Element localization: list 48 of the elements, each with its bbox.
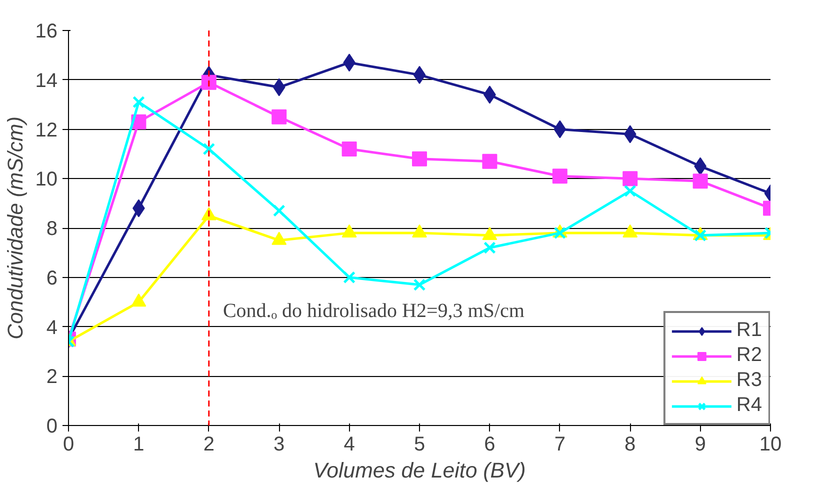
x-tick-label: 8 <box>624 434 636 456</box>
point <box>132 96 145 108</box>
point <box>624 184 636 198</box>
point <box>202 142 216 156</box>
point <box>554 226 566 240</box>
annotation: Cond.ₒ do hidrolisado H2=9,3 mS/cm <box>222 300 525 322</box>
legend-label: R4 <box>736 394 762 417</box>
x-tick-label: 2 <box>203 434 214 456</box>
point <box>412 151 427 166</box>
x-tick-label: 5 <box>414 434 426 456</box>
point <box>413 66 426 84</box>
point <box>624 125 636 144</box>
x-tick-label: 6 <box>484 434 496 456</box>
y-tick-label: 8 <box>46 218 58 240</box>
y-tick-label: 14 <box>35 70 58 92</box>
legend-label: R3 <box>736 369 762 392</box>
y-tick-label: 4 <box>46 316 58 339</box>
point <box>342 142 357 156</box>
point <box>272 109 287 124</box>
point <box>343 271 356 284</box>
y-tick-label: 10 <box>35 168 58 191</box>
point <box>694 229 706 242</box>
point <box>482 154 498 169</box>
point <box>201 74 216 90</box>
point <box>413 278 426 291</box>
x-tick-label: 10 <box>759 434 782 456</box>
point <box>484 242 496 254</box>
legend-label: R1 <box>736 319 762 342</box>
legend-label: R2 <box>736 344 762 367</box>
point <box>552 168 568 184</box>
x-tick-label: 3 <box>274 434 285 456</box>
y-tick-label: 0 <box>46 416 58 438</box>
y-axis-title: Condutividade (mS/cm) <box>3 116 28 340</box>
point <box>554 120 566 138</box>
x-tick-label: 4 <box>344 434 355 456</box>
y-tick-label: 12 <box>35 119 58 142</box>
x-axis-title: Volumes de Leito (BV) <box>313 458 526 482</box>
point <box>692 174 708 189</box>
y-tick-label: 6 <box>46 267 58 290</box>
y-tick-label: 16 <box>35 20 58 42</box>
x-tick-label: 0 <box>62 434 74 456</box>
y-tick-label: 2 <box>46 366 58 388</box>
x-tick-label: 1 <box>133 434 144 456</box>
point <box>272 204 286 217</box>
point <box>272 78 286 96</box>
x-tick-label: 9 <box>694 434 706 456</box>
x-tick-label: 7 <box>554 434 566 456</box>
point <box>622 171 638 186</box>
